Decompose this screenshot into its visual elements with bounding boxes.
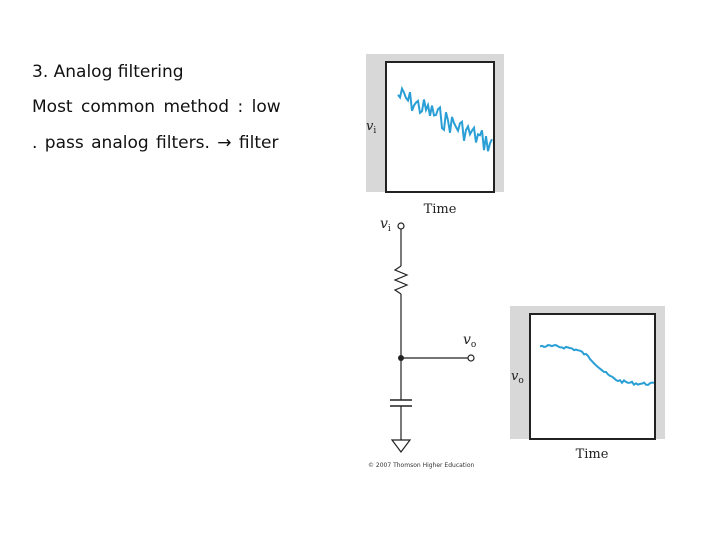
input-plot-frame [385, 61, 495, 193]
resistor-symbol [393, 265, 409, 295]
heading-analog-filtering: 3. Analog filtering [32, 62, 184, 82]
output-plot-frame [529, 313, 656, 440]
input-terminal [397, 222, 405, 230]
input-plot-y-label: vi [366, 119, 376, 136]
input-plot-x-label: Time [424, 202, 457, 217]
ground-icon [390, 439, 412, 453]
body-text-line-2: . pass analog filters. → filter [32, 133, 279, 153]
input-signal-plot: vi Time [366, 54, 504, 217]
body-text-line-1: Most common method : low [32, 97, 281, 117]
copyright-text: © 2007 Thomson Higher Education [368, 462, 474, 469]
output-plot-y-label: vo [511, 369, 524, 386]
input-signal-trace [397, 85, 493, 152]
output-signal-trace [539, 344, 655, 387]
output-signal-plot: vo Time [510, 306, 665, 462]
output-terminal [467, 354, 475, 362]
rc-circuit: vi vo [380, 216, 476, 453]
input-node-label: vi [380, 216, 391, 234]
output-node-label: vo [463, 332, 476, 350]
output-plot-x-label: Time [576, 447, 609, 462]
